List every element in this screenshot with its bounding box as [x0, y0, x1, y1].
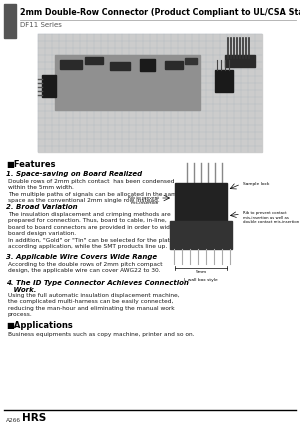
- Text: A266: A266: [6, 418, 21, 423]
- Text: Rib to prevent
mis-insertion: Rib to prevent mis-insertion: [128, 196, 159, 204]
- Text: Business equipments such as copy machine, printer and so on.: Business equipments such as copy machine…: [8, 332, 194, 337]
- Text: 1. Space-saving on Board Realized: 1. Space-saving on Board Realized: [6, 171, 142, 177]
- Text: ■Features: ■Features: [6, 160, 56, 169]
- Bar: [140, 59, 155, 71]
- Text: 2. Broad Variation: 2. Broad Variation: [6, 204, 78, 210]
- Text: 3. Applicable Wire Covers Wide Range: 3. Applicable Wire Covers Wide Range: [6, 254, 157, 260]
- Bar: [60, 60, 82, 69]
- Text: DF11 Series: DF11 Series: [20, 22, 62, 28]
- Bar: [225, 55, 255, 67]
- Text: Rib to prevent contact
mis-insertion as well as
double contact mis-insertion: Rib to prevent contact mis-insertion as …: [243, 211, 299, 224]
- Text: 4. The ID Type Connector Achieves Connection
   Work.: 4. The ID Type Connector Achieves Connec…: [6, 280, 189, 293]
- Text: 2mm Double-Row Connector (Product Compliant to UL/CSA Standard): 2mm Double-Row Connector (Product Compli…: [20, 8, 300, 17]
- Text: Sample lock: Sample lock: [243, 182, 269, 186]
- Text: L wall box style: L wall box style: [184, 278, 218, 282]
- Text: According to the double rows of 2mm pitch compact
design, the applicable wire ca: According to the double rows of 2mm pitc…: [8, 262, 163, 273]
- Bar: [85, 57, 103, 64]
- Bar: [215, 70, 233, 92]
- Bar: [42, 75, 56, 97]
- Text: 5mm: 5mm: [195, 270, 207, 274]
- Text: Double rows of 2mm pitch contact  has been condensed
within the 5mm width.
The m: Double rows of 2mm pitch contact has bee…: [8, 179, 181, 203]
- Bar: [185, 58, 197, 64]
- Text: The insulation displacement and crimping methods are
prepared for connection. Th: The insulation displacement and crimping…: [8, 212, 183, 249]
- Bar: [175, 183, 227, 221]
- Text: ■Applications: ■Applications: [6, 321, 73, 330]
- Text: Using the full automatic insulation displacement machine,
the complicated multi-: Using the full automatic insulation disp…: [8, 293, 180, 317]
- Bar: [38, 34, 262, 152]
- Text: HRS: HRS: [22, 413, 46, 423]
- Bar: [170, 221, 232, 249]
- Bar: [55, 55, 200, 110]
- Bar: [4, 4, 16, 38]
- Bar: [110, 62, 130, 70]
- Bar: [165, 61, 183, 69]
